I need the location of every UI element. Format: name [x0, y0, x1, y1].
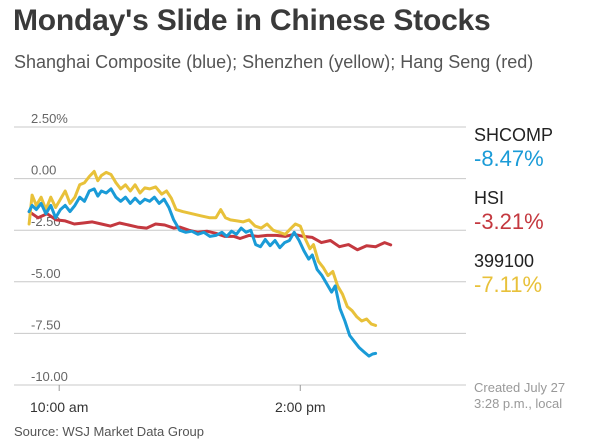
x-tick-label: 2:00 pm: [275, 399, 326, 415]
legend-value-399100: -7.11%: [474, 272, 542, 297]
x-axis-ticks: 10:00 am 2:00 pm: [30, 385, 326, 415]
chart-title: Monday's Slide in Chinese Stocks: [13, 4, 491, 37]
created-date: Created July 27: [474, 380, 566, 395]
y-tick-label: -10.00: [31, 369, 68, 384]
legend-ticker-hsi: HSI: [474, 188, 504, 208]
legend-ticker-shcomp: SHCOMP: [474, 125, 553, 145]
gridlines: [14, 126, 466, 386]
series-line-399100: [27, 169, 378, 327]
y-tick-label: 0.00: [31, 163, 56, 178]
series-line-hsi: [27, 210, 393, 252]
y-axis-ticks: 2.50%0.00-2.50-5.00-7.50-10.00: [31, 111, 68, 384]
y-tick-label: 2.50%: [31, 111, 68, 126]
legend-ticker-399100: 399100: [474, 251, 534, 271]
y-tick-label: -7.50: [31, 317, 61, 332]
legend: SHCOMP-8.47% HSI-3.21% 399100-7.11%: [474, 125, 553, 297]
legend-value-hsi: -3.21%: [474, 209, 544, 234]
y-tick-label: -5.00: [31, 266, 61, 281]
chart-subtitle: Shanghai Composite (blue); Shenzhen (yel…: [14, 52, 534, 72]
source-note: Source: WSJ Market Data Group: [14, 424, 205, 439]
x-tick-label: 10:00 am: [30, 399, 88, 415]
created-timestamp: Created July 27 3:28 p.m., local: [474, 380, 565, 412]
series-line-shcomp: [27, 187, 378, 358]
legend-value-shcomp: -8.47%: [474, 146, 544, 171]
series-lines: [27, 169, 393, 358]
created-time: 3:28 p.m., local: [474, 396, 563, 411]
